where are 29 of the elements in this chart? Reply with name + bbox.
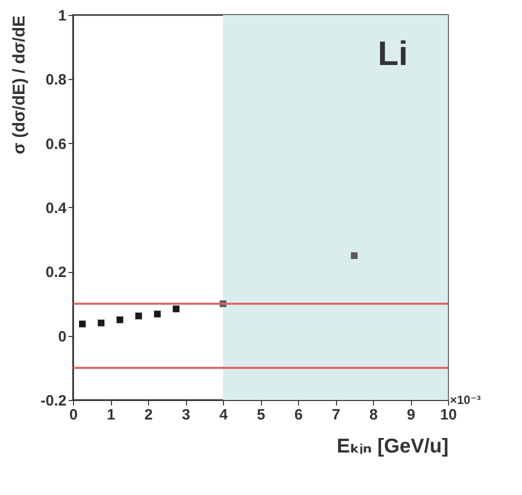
text: ×10⁻³ <box>450 393 481 407</box>
x-tick-label: 5 <box>256 406 266 424</box>
x-tick-label: 8 <box>369 406 378 424</box>
y-tick-label: 0.6 <box>46 136 66 153</box>
x-tick-label: 10 <box>440 406 457 424</box>
x-tick-label: 0 <box>69 406 78 424</box>
y-tick-label: 0.2 <box>46 264 66 282</box>
x-tick-label: 9 <box>406 406 416 424</box>
point <box>135 312 142 320</box>
point <box>350 252 358 259</box>
x-axis-title: Eₖᵢₙ [GeV/u] <box>336 436 448 458</box>
y-axis-title: σ (dσ/dE) / dσ/dE <box>10 16 29 154</box>
point <box>116 316 124 324</box>
point <box>98 320 104 326</box>
y-tick-label: -0.2 <box>40 392 66 410</box>
x-tick-label: 2 <box>144 406 153 424</box>
point <box>172 306 180 312</box>
y-tick-label: 1 <box>58 8 66 24</box>
y-tick-label: 0.8 <box>46 72 66 89</box>
x-tick-label: 3 <box>182 406 190 424</box>
x-tick-label: 7 <box>332 406 340 424</box>
x-tick-label: 1 <box>106 406 116 424</box>
point <box>79 320 86 328</box>
x-tick-label: 6 <box>294 406 303 424</box>
annotation: Li <box>378 35 408 73</box>
x-tick-label: 4 <box>219 406 228 424</box>
point <box>154 310 161 318</box>
y-tick-label: 0 <box>58 328 66 346</box>
y-tick-label: 0.4 <box>46 200 68 217</box>
